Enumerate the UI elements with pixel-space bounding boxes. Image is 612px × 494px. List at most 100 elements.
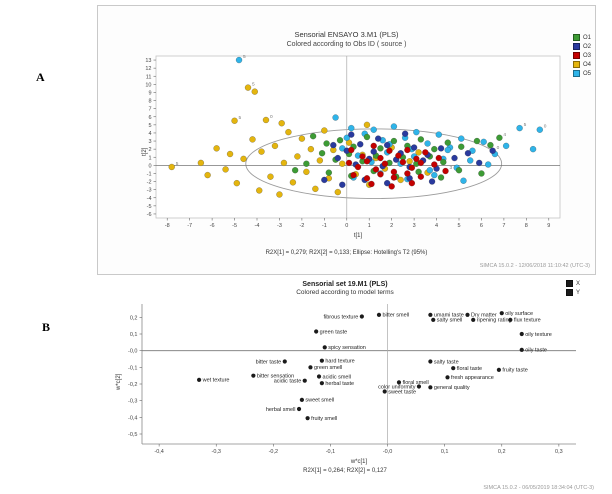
legend-label: O3 [582, 52, 591, 59]
loading-label: bitter taste [256, 359, 282, 365]
loading-label: acidic taste [274, 378, 302, 384]
y-tick-label: 0,1 [130, 332, 138, 338]
loading-label: fruity taste [502, 368, 527, 374]
loading-point [451, 366, 456, 371]
data-point [222, 166, 229, 173]
loading-label: Dry matter [471, 313, 497, 319]
loading-point [302, 378, 307, 383]
data-point [348, 146, 355, 154]
loading-label: sweet smell [305, 398, 334, 404]
data-point [413, 155, 420, 163]
loading-point [445, 375, 450, 380]
x-tick-label: 5 [457, 223, 460, 229]
x-tick-label: 2 [390, 223, 393, 229]
y-tick-label: 4 [148, 131, 151, 137]
data-point [435, 154, 443, 162]
data-point [435, 131, 443, 138]
data-point [381, 160, 389, 167]
x-tick-label: -2 [299, 223, 304, 229]
legend-label: X [575, 280, 580, 287]
data-point [332, 114, 339, 121]
y-tick-label: 8 [148, 99, 151, 105]
y-tick-label: 2 [148, 147, 151, 153]
loading-label: oily taste [525, 348, 547, 354]
loading-label: floral smell [402, 380, 428, 386]
loading-point [508, 317, 513, 322]
loading-point [319, 358, 324, 363]
x-axis-label: w*c[1] [350, 459, 368, 465]
loading-point [299, 397, 304, 402]
data-point [408, 164, 416, 172]
point-label: 5 [252, 82, 255, 88]
data-point [249, 136, 256, 143]
data-point [262, 116, 270, 124]
loading-label: bitter sensation [257, 373, 294, 379]
data-point [390, 168, 398, 176]
data-point [334, 154, 342, 162]
legend-swatch-icon [572, 52, 580, 59]
data-point [487, 141, 494, 149]
data-point [386, 147, 393, 155]
loading-point [465, 312, 470, 317]
data-point [529, 145, 537, 153]
data-point [408, 179, 416, 187]
data-point [226, 150, 234, 158]
x-tick-label: -7 [187, 223, 192, 229]
data-point [318, 149, 326, 157]
loading-point [428, 359, 433, 364]
plot-frame [155, 55, 561, 219]
legend-label: O5 [582, 70, 591, 77]
y-tick-label: -6 [147, 212, 152, 218]
data-point [276, 191, 283, 198]
loading-point [428, 312, 433, 317]
y-tick-label: 3 [148, 139, 151, 145]
data-point [383, 179, 391, 187]
data-point [267, 173, 274, 180]
data-point [457, 143, 465, 150]
data-point [213, 145, 220, 152]
data-point [233, 179, 241, 187]
data-point [444, 146, 452, 154]
y-tick-label: -0,4 [128, 415, 137, 421]
data-point [406, 158, 413, 165]
x-tick-label: 7 [502, 223, 505, 229]
score-plot-panel: Sensorial ENSAYO 3.M1 (PLS) Colored acco… [97, 5, 596, 275]
data-point [377, 171, 384, 178]
x-tick-label: 4 [435, 223, 438, 229]
y-tick-label: -0,0 [128, 349, 137, 355]
data-point [431, 145, 438, 153]
data-point [321, 127, 328, 134]
x-tick-label: -3 [277, 223, 282, 229]
data-point [480, 138, 487, 146]
data-point [401, 130, 409, 138]
chart-b-title: Sensorial set 19.M1 (PLS) [302, 281, 388, 288]
legend-item: X [565, 280, 580, 287]
x-tick-label: 0,3 [555, 449, 563, 455]
data-point [395, 152, 402, 159]
data-point [312, 185, 319, 193]
point-label: 0 [544, 124, 547, 130]
data-point [168, 163, 175, 171]
loading-label: floral taste [457, 366, 482, 372]
legend-item: O4 [572, 61, 591, 68]
loading-label: acidic smell [323, 374, 351, 380]
data-point [356, 141, 364, 148]
point-label: 0 [270, 114, 273, 120]
chart-a-subtitle: Colored according to Obs ID ( source ) [286, 41, 407, 48]
data-point [298, 135, 306, 142]
data-point [370, 148, 377, 155]
data-point [460, 177, 467, 184]
point-label: 5 [239, 115, 242, 121]
legend-swatch-icon [572, 61, 580, 68]
data-point [280, 159, 288, 167]
data-point [377, 154, 384, 162]
loading-point [322, 345, 327, 350]
data-point [437, 145, 445, 152]
x-tick-label: -0,2 [269, 449, 278, 455]
data-point [240, 155, 247, 163]
x-tick-label: 6 [480, 223, 483, 229]
loading-point [416, 384, 422, 389]
legend-item: O3 [572, 52, 591, 59]
point-label: 4 [503, 132, 506, 138]
